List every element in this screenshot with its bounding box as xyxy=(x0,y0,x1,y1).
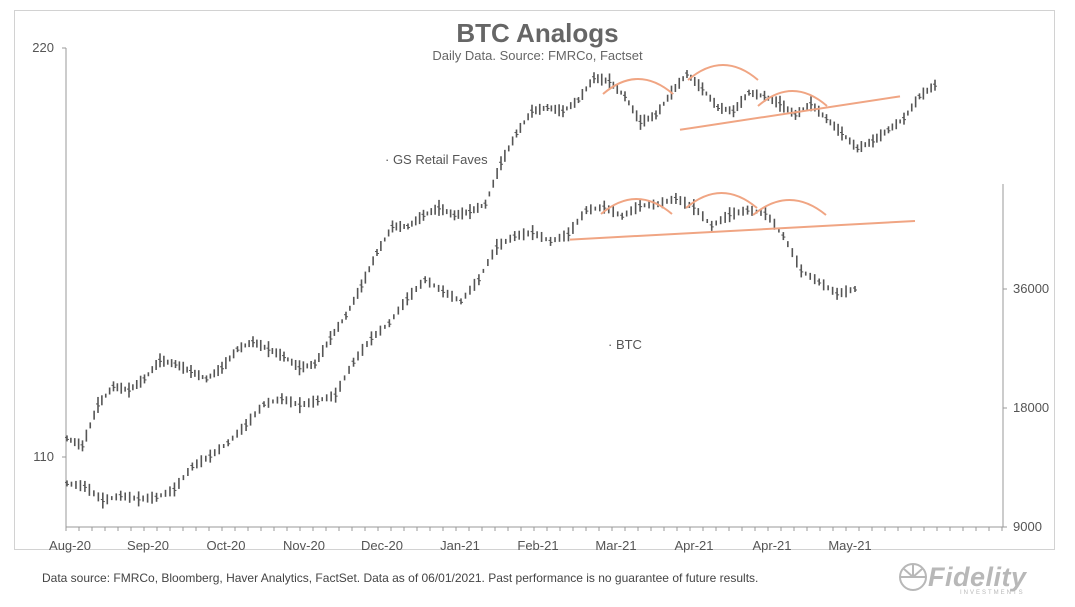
btc-label: · BTC xyxy=(608,337,642,352)
x-axis-tick-label: Jan-21 xyxy=(440,538,480,553)
x-axis-tick-label: Feb-21 xyxy=(517,538,558,553)
btc-arc-annotation xyxy=(600,198,673,215)
logo-wordmark: Fidelity xyxy=(928,562,1027,592)
chart-title: BTC Analogs xyxy=(456,18,619,48)
gs-retail-faves-label: · GS Retail Faves xyxy=(385,152,488,167)
chart: 110 220 9000 18000 36000 Aug-20 Sep-20 Oct-20 No… xyxy=(32,40,1049,553)
x-axis-tick-label: Mar-21 xyxy=(595,538,636,553)
footer-note: Data source: FMRCo, Bloomberg, Haver Ana… xyxy=(42,571,759,585)
logo-tagline: INVESTMENTS xyxy=(960,590,1025,596)
left-axis-tick-label: 220 xyxy=(32,40,54,55)
x-axis-tick-label: Apr-21 xyxy=(674,538,713,553)
btc-arc-annotation xyxy=(752,199,827,216)
btc-neckline xyxy=(569,219,916,241)
right-axis-tick-label: 9000 xyxy=(1013,519,1042,534)
fidelity-logo: Fidelity INVESTMENTS xyxy=(898,560,1048,598)
x-axis-tick-label: Dec-20 xyxy=(361,538,403,553)
x-axis-tick-label: May-21 xyxy=(828,538,871,553)
gs-neckline xyxy=(679,95,901,131)
right-axis-tick-label: 18000 xyxy=(1013,400,1049,415)
x-axis-tick-label: Aug-20 xyxy=(49,538,91,553)
gs-arc-annotation xyxy=(757,90,828,107)
right-axis-tick-label: 36000 xyxy=(1013,281,1049,296)
fidelity-logo-icon xyxy=(899,563,927,591)
left-axis-tick-label: 110 xyxy=(33,449,54,464)
gs-arc-annotation xyxy=(687,64,759,81)
btc-arc-annotation xyxy=(685,192,758,209)
x-axis-tick-label: Nov-20 xyxy=(283,538,325,553)
x-axis-tick-label: Oct-20 xyxy=(206,538,245,553)
x-axis-tick-label: Apr-21 xyxy=(752,538,791,553)
chart-frame xyxy=(14,10,1055,550)
chart-subtitle: Daily Data. Source: FMRCo, Factset xyxy=(432,48,643,63)
gs-arc-annotation xyxy=(602,78,674,95)
x-axis-tick-label: Sep-20 xyxy=(127,538,169,553)
